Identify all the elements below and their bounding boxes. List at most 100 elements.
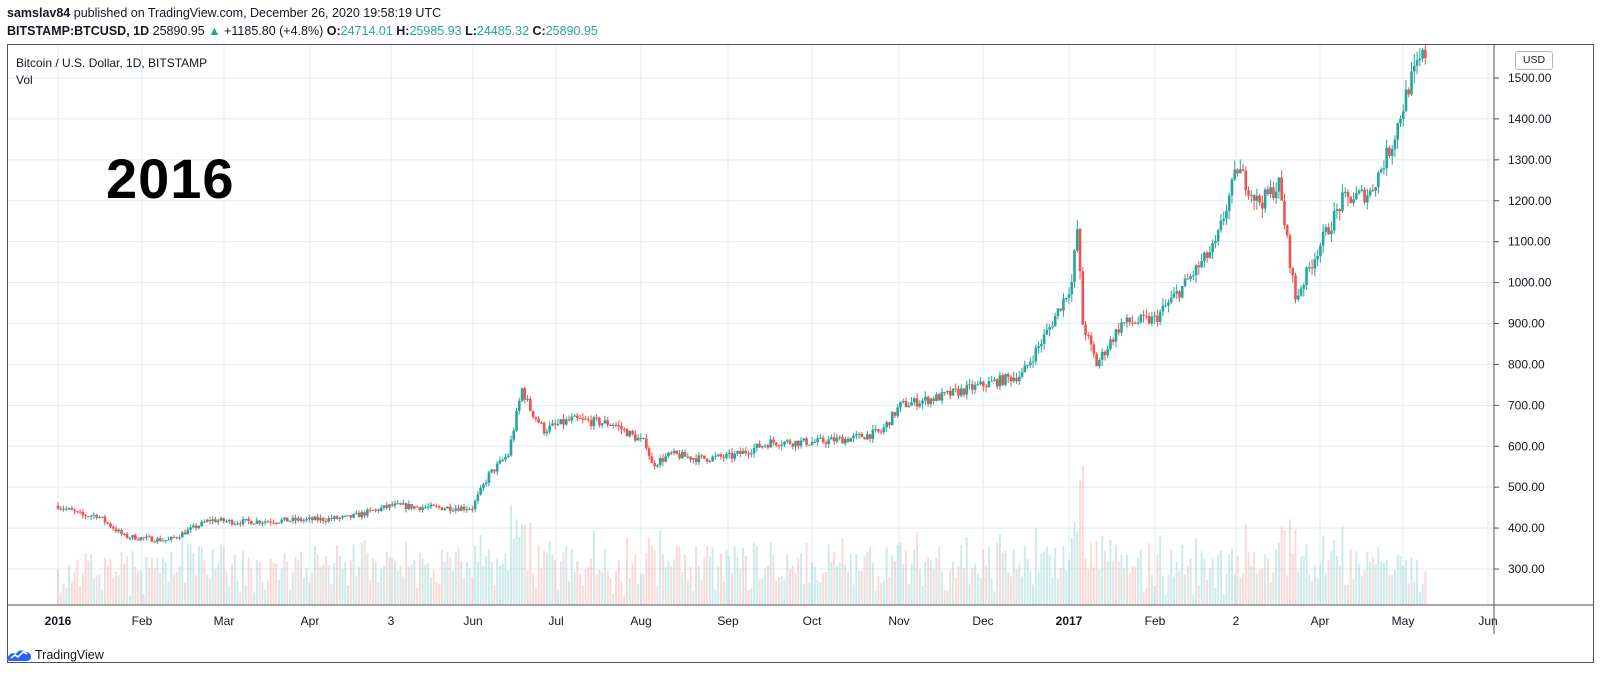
candle-body	[1335, 209, 1339, 211]
volume-bar	[219, 544, 222, 605]
volume-bar	[394, 560, 396, 605]
volume-bar	[1197, 585, 1200, 605]
candle-body	[1247, 190, 1250, 196]
candle-body	[1230, 179, 1234, 196]
series-legend-title[interactable]: Bitcoin / U.S. Dollar, 1D, BITSTAMP	[16, 56, 208, 70]
volume-bar	[1358, 564, 1361, 605]
volume-bar	[877, 576, 880, 605]
candle-body	[940, 392, 944, 401]
volume-bar	[670, 566, 673, 605]
candle-body	[1261, 202, 1264, 209]
candle-body	[393, 503, 397, 506]
volume-legend[interactable]: Vol	[16, 73, 33, 87]
volume-bar	[1012, 549, 1015, 605]
volume-bar	[946, 590, 949, 605]
volume-bar	[1081, 465, 1084, 605]
volume-bar	[1103, 550, 1106, 605]
candle-body	[708, 460, 712, 462]
volume-bar	[1319, 564, 1322, 605]
candle-body	[675, 450, 679, 454]
candle-body	[252, 523, 256, 525]
volume-bar	[675, 545, 678, 605]
candle-body	[987, 381, 991, 388]
candle-body	[462, 506, 466, 510]
candle-body	[556, 424, 560, 426]
candle-body	[796, 440, 800, 446]
volume-bar	[833, 551, 836, 605]
candle-body	[1418, 58, 1422, 61]
volume-bar	[228, 586, 231, 605]
publisher-name[interactable]: samslav84	[7, 6, 71, 20]
volume-bar	[526, 570, 529, 605]
volume-bar	[1109, 539, 1112, 605]
volume-bar	[352, 544, 355, 605]
candle-body	[769, 439, 772, 448]
volume-bar	[626, 537, 629, 605]
x-tick-label: 2017	[1056, 614, 1083, 628]
volume-bar	[338, 555, 341, 605]
candle-body	[310, 517, 314, 521]
candle-body	[959, 388, 963, 396]
volume-bar	[1159, 536, 1162, 605]
volume-bar	[432, 569, 435, 605]
volume-bar	[869, 546, 872, 605]
footer-brand[interactable]: TradingView	[35, 648, 104, 662]
volume-bar	[711, 547, 714, 605]
candle-body	[360, 512, 364, 518]
volume-bar	[341, 569, 344, 605]
candle-body	[501, 459, 505, 461]
candle-body	[1294, 275, 1297, 300]
candle-body	[1222, 219, 1225, 221]
candle-body	[440, 507, 444, 511]
volume-bar	[1294, 528, 1297, 605]
volume-bar	[742, 547, 745, 605]
volume-bar	[1264, 554, 1267, 605]
candle-body	[1410, 71, 1413, 95]
volume-bar	[250, 568, 253, 605]
candle-body	[1100, 351, 1104, 360]
volume-bar	[1344, 584, 1347, 605]
volume-bar	[377, 582, 380, 605]
volume-bar	[750, 588, 753, 605]
candle-body	[158, 538, 162, 542]
volume-bar	[938, 546, 941, 605]
volume-bar	[888, 577, 891, 605]
y-tick-label: 1000.00	[1508, 276, 1552, 290]
candle-body	[1073, 250, 1076, 282]
volume-bar	[529, 522, 532, 605]
candle-body	[341, 516, 344, 518]
volume-bar	[1134, 567, 1137, 605]
volume-bar	[1040, 553, 1043, 605]
volume-bar	[115, 571, 118, 605]
volume-bar	[653, 549, 656, 605]
candle-body	[1048, 327, 1051, 330]
volume-bar	[648, 538, 651, 605]
candle-body	[907, 405, 911, 408]
candle-body	[504, 457, 507, 460]
candle-body	[178, 537, 181, 539]
candle-body	[1321, 231, 1325, 246]
candle-body	[1302, 284, 1306, 289]
candle-body	[965, 384, 969, 395]
candle-body	[899, 401, 902, 408]
volume-bar	[308, 582, 311, 605]
candle-body	[1087, 335, 1090, 337]
high-label: H:	[396, 24, 410, 38]
candle-body	[722, 456, 726, 458]
volume-bar	[827, 544, 830, 605]
volume-bar	[1377, 547, 1380, 605]
candle-body	[1203, 252, 1206, 261]
candle-body	[274, 522, 278, 524]
currency-badge[interactable]: USD	[1515, 51, 1553, 70]
volume-bar	[592, 531, 595, 605]
candle-body	[744, 450, 748, 454]
candle-body	[1390, 149, 1394, 156]
volume-bar	[1277, 542, 1280, 605]
volume-bar	[1333, 539, 1336, 605]
volume-bar	[206, 574, 209, 605]
y-tick-label: 600.00	[1508, 439, 1545, 453]
volume-bar	[1114, 544, 1117, 605]
candle-body	[857, 433, 861, 435]
volume-bar	[758, 579, 761, 605]
